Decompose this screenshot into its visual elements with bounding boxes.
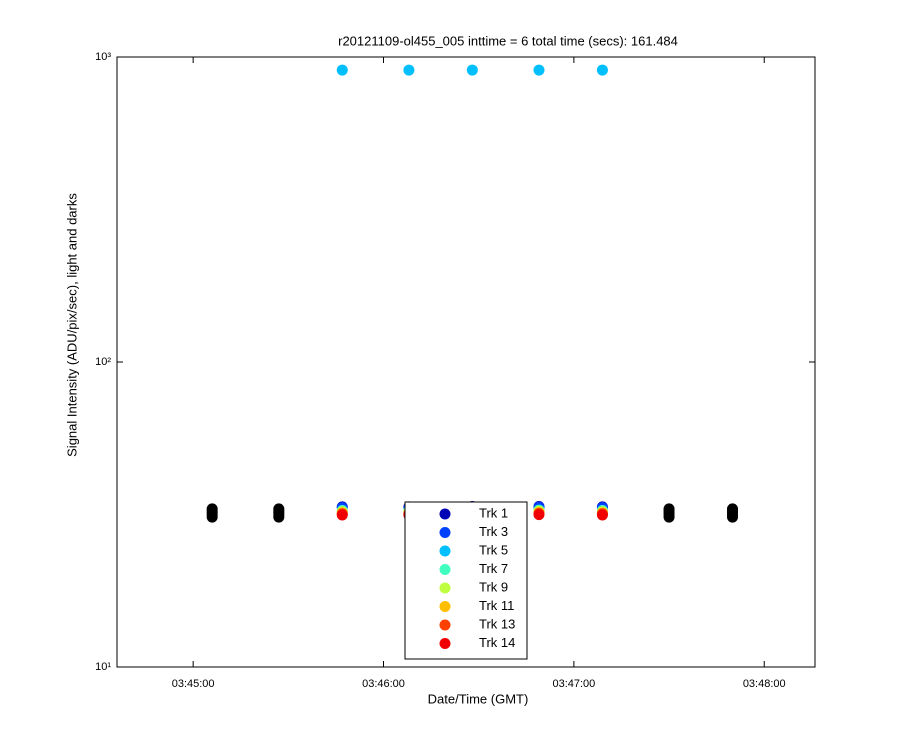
x-tick-label: 03:45:00: [172, 678, 215, 690]
y-tick-label: 10²: [95, 356, 111, 368]
legend-marker: [439, 527, 451, 538]
y-axis-label: Signal Intensity (ADU/pix/sec), light an…: [64, 193, 79, 457]
y-tick-label: 10³: [95, 51, 111, 63]
x-tick-label: 03:48:00: [743, 678, 786, 690]
legend-label: Trk 1: [479, 505, 508, 520]
legend-marker: [439, 601, 451, 612]
legend-label: Trk 13: [479, 616, 515, 631]
legend-marker: [439, 545, 451, 557]
legend-label: Trk 3: [479, 524, 508, 539]
legend-marker: [439, 619, 451, 631]
legend-marker: [439, 564, 451, 575]
legend-label: Trk 5: [479, 542, 508, 557]
y-tick-label: 10¹: [95, 661, 111, 673]
legend-marker: [439, 582, 451, 594]
legend-label: Trk 11: [479, 598, 514, 613]
point: [466, 64, 478, 76]
legend-label: Trk 9: [479, 579, 508, 594]
point: [663, 503, 675, 515]
x-tick-label: 03:46:00: [362, 678, 405, 690]
point: [533, 64, 545, 76]
point: [336, 64, 348, 76]
point: [336, 509, 348, 521]
legend-marker: [439, 508, 451, 520]
chart-title: r20121109-ol455_005 inttime = 6 total ti…: [338, 33, 678, 48]
x-tick-label: 03:47:00: [552, 678, 595, 690]
point: [596, 64, 608, 76]
point: [596, 509, 608, 521]
point: [533, 509, 545, 521]
legend-box: [404, 501, 528, 660]
point: [273, 503, 285, 515]
legend-label: Trk 14: [479, 635, 515, 650]
point: [206, 503, 218, 515]
legend: Trk 1 Trk 3 Trk 5 Trk 7 Trk 9 Trk 11 Trk 13 Trk…: [404, 501, 528, 660]
point: [403, 64, 415, 76]
legend-marker: [439, 638, 451, 649]
legend-label: Trk 7: [479, 561, 508, 576]
point: [727, 503, 739, 515]
x-axis-label: Date/Time (GMT): [428, 691, 529, 706]
